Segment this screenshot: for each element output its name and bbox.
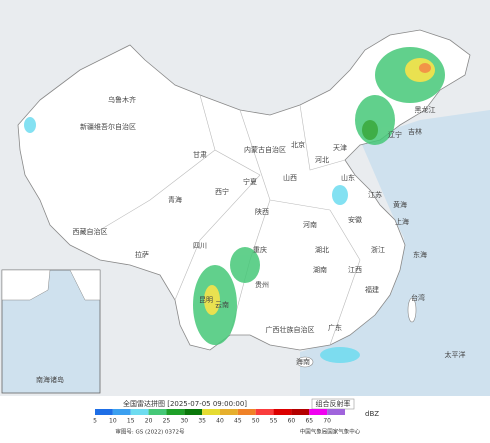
place-label: 甘肃 (193, 150, 207, 159)
legend-swatch (148, 409, 167, 415)
place-label: 北京 (291, 140, 305, 149)
legend-value: 15 (127, 418, 135, 425)
legend-value: 45 (234, 418, 242, 425)
place-label: 南海诸岛 (36, 375, 64, 384)
inset-land (1, 269, 101, 301)
place-label: 山东 (341, 173, 355, 182)
place-label: 拉萨 (135, 250, 149, 259)
place-label: 广东 (328, 323, 342, 332)
legend-swatch (166, 409, 185, 415)
place-label: 山西 (283, 173, 297, 182)
legend-swatch (273, 409, 292, 415)
legend-value: 5 (93, 418, 97, 425)
legend-swatch (237, 409, 256, 415)
place-label: 浙江 (371, 245, 385, 254)
legend-value: 70 (323, 418, 331, 425)
place-label: 东海 (413, 250, 427, 259)
place-label: 青海 (168, 195, 182, 204)
legend-title: 全国雷达拼图 [2025-07-05 09:00:00] (123, 399, 247, 408)
place-label: 西藏自治区 (73, 227, 108, 236)
place-label: 黑龙江 (415, 105, 436, 114)
place-label: 内蒙古自治区 (244, 145, 286, 154)
legend-swatch (130, 409, 149, 415)
place-label: 河南 (303, 220, 317, 229)
legend-swatch (202, 409, 220, 415)
legend-swatch (95, 409, 113, 415)
place-label: 河北 (315, 156, 329, 164)
place-label: 吉林 (408, 127, 422, 136)
place-label: 湖北 (315, 245, 329, 254)
place-label: 云南 (215, 300, 229, 309)
legend-value: 30 (180, 418, 188, 425)
place-label: 天津 (333, 144, 347, 152)
place-label: 贵州 (255, 280, 269, 289)
place-label: 新疆维吾尔自治区 (80, 122, 136, 131)
legend-value: 25 (163, 418, 171, 425)
hainan (296, 356, 314, 368)
taiwan (407, 297, 417, 323)
legend-swatch (291, 409, 310, 415)
legend-value: 35 (198, 418, 206, 425)
place-label: 西宁 (215, 187, 229, 196)
place-label: 陕西 (255, 207, 269, 216)
legend-value: 55 (270, 418, 278, 425)
legend-swatch (255, 409, 274, 415)
place-label: 江西 (348, 266, 362, 274)
place-label: 昆明 (199, 296, 213, 304)
place-label: 江苏 (368, 190, 382, 199)
legend-value: 40 (216, 418, 224, 425)
place-label: 海南 (296, 357, 310, 366)
legend-value: 60 (288, 418, 296, 425)
legend-value: 10 (109, 418, 117, 425)
place-label: 太平洋 (445, 350, 466, 359)
legend-panel (0, 396, 490, 439)
place-label: 乌鲁木齐 (108, 95, 136, 104)
place-label: 湖南 (313, 265, 327, 274)
product-label: 组合反射率 (316, 399, 351, 408)
legend-swatch (309, 409, 328, 415)
legend-swatch (184, 409, 203, 415)
legend-swatch (327, 409, 345, 415)
approval-number: 审图号: GS (2022) 0372号 (115, 428, 185, 436)
publisher: 中国气象局国家气象中心 (300, 428, 361, 436)
legend-value: 50 (252, 418, 260, 425)
place-label: 辽宁 (388, 130, 402, 139)
place-label: 福建 (365, 285, 379, 294)
legend-value: 65 (305, 418, 313, 425)
ocean (300, 110, 490, 396)
legend-swatch (220, 409, 238, 415)
radar-echoes (24, 47, 445, 363)
legend-value: 20 (145, 418, 153, 425)
place-label: 重庆 (253, 245, 267, 254)
place-label: 四川 (193, 242, 207, 250)
place-label: 黄海 (393, 200, 407, 209)
place-label: 广西壮族自治区 (266, 325, 315, 334)
unit-label: dBZ (365, 410, 379, 418)
place-label: 台湾 (411, 293, 425, 302)
place-label: 上海 (395, 217, 409, 226)
legend-swatch (112, 409, 131, 415)
place-label: 安徽 (348, 215, 362, 224)
place-label: 宁夏 (243, 177, 257, 186)
